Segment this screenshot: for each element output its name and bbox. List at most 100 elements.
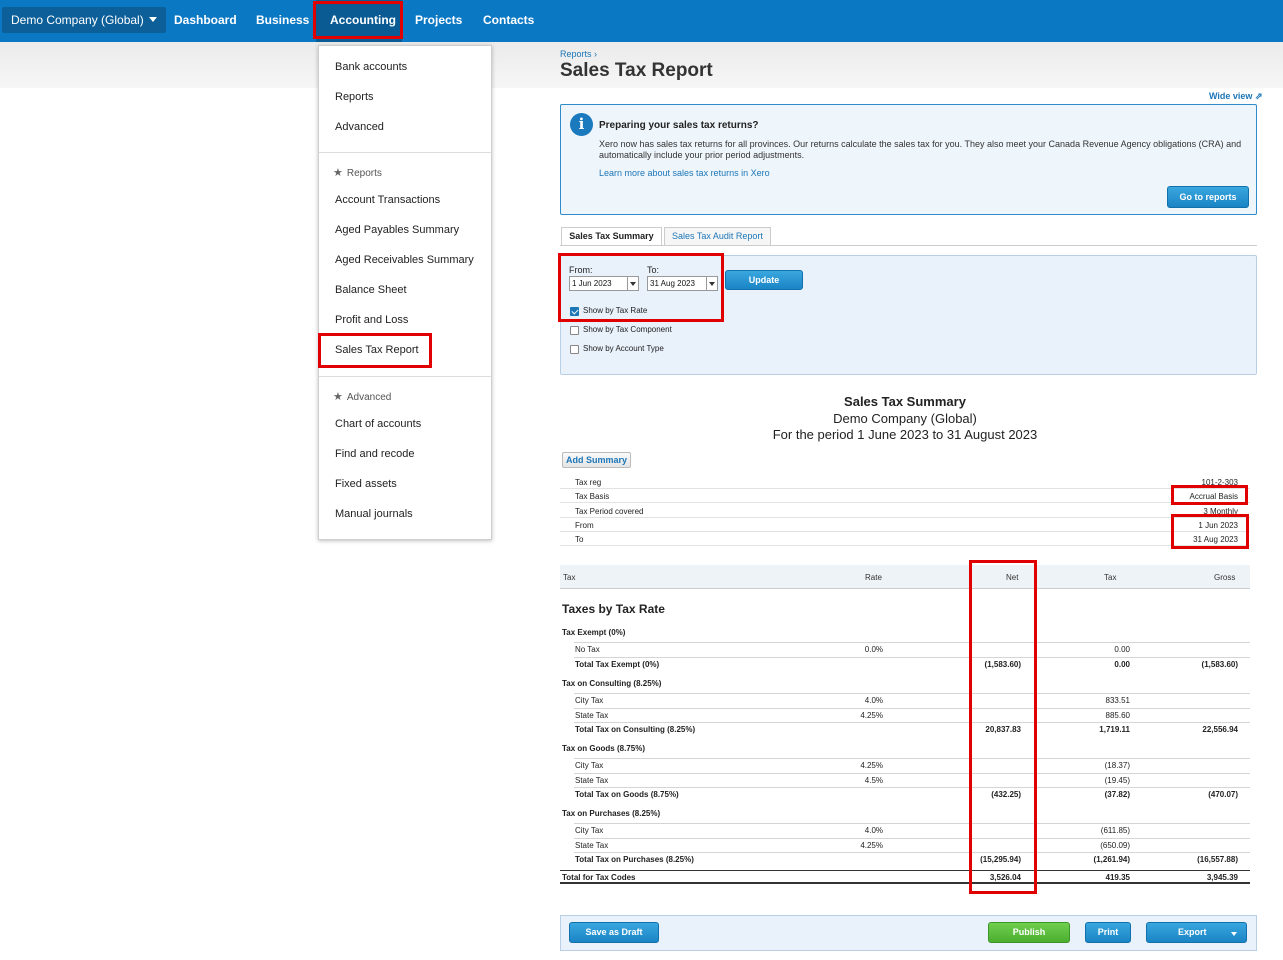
show-by-account-type-label: Show by Account Type (583, 344, 664, 353)
top-nav: Demo Company (Global) Dashboard Business… (0, 0, 1283, 42)
menu-item-reports[interactable]: Reports (335, 91, 374, 103)
info-title: Preparing your sales tax returns? (599, 120, 759, 131)
row-tax: (37.82) (1104, 790, 1130, 799)
menu-item-balance-sheet[interactable]: Balance Sheet (335, 284, 407, 296)
meta-row-from: From 1 Jun 2023 (560, 518, 1250, 532)
menu-item-chart-of-accounts[interactable]: Chart of accounts (335, 418, 422, 430)
breadcrumb[interactable]: Reports › (560, 49, 598, 59)
action-bar: Save as Draft Publish Print Export (560, 915, 1257, 951)
update-button[interactable]: Update (725, 270, 803, 290)
table-row: No Tax 0.0% 0.00 (560, 642, 1250, 656)
meta-row-to: To 31 Aug 2023 (560, 532, 1250, 546)
to-date-value: 31 Aug 2023 (650, 279, 695, 288)
row-label: City Tax (575, 761, 604, 770)
nav-business[interactable]: Business (256, 13, 310, 27)
menu-item-aged-receivables[interactable]: Aged Receivables Summary (335, 254, 474, 266)
chevron-down-icon (627, 277, 638, 290)
meta-key: Tax reg (575, 478, 602, 487)
row-net: (15,295.94) (980, 855, 1021, 864)
tab-sales-tax-summary[interactable]: Sales Tax Summary (561, 227, 662, 246)
meta-value: Accrual Basis (1189, 492, 1238, 501)
row-tax: 0.00 (1114, 659, 1130, 669)
show-by-tax-component-checkbox[interactable] (570, 326, 579, 335)
publish-button[interactable]: Publish (988, 922, 1070, 943)
meta-key: Tax Basis (575, 492, 610, 501)
row-tax: (1,261.94) (1093, 855, 1130, 864)
company-name: Demo Company (Global) (11, 13, 144, 27)
row-rate: 0.0% (864, 645, 883, 654)
row-tax: 0.00 (1114, 645, 1130, 654)
menu-item-manual-journals[interactable]: Manual journals (335, 508, 413, 520)
nav-projects[interactable]: Projects (415, 13, 463, 27)
report-period: For the period 1 June 2023 to 31 August … (772, 427, 1038, 442)
learn-more-link[interactable]: Learn more about sales tax returns in Xe… (599, 168, 770, 178)
row-divider (574, 823, 1250, 824)
row-tax: (19.45) (1104, 775, 1130, 785)
tax-group-title: Tax on Goods (8.75%) (562, 744, 645, 753)
nav-accounting[interactable]: Accounting (330, 13, 396, 27)
table-total-row: Total Tax on Goods (8.75%) (432.25) (37.82… (560, 787, 1250, 801)
tax-group-title: Tax on Consulting (8.25%) (562, 679, 662, 688)
filter-panel: From: 1 Jun 2023 To: 31 Aug 2023 Update … (560, 255, 1257, 375)
table-row: City Tax 4.0% (611.85) (560, 823, 1250, 837)
table-total-row: Total Tax Exempt (0%) (1,583.60) 0.00 (1,58… (560, 656, 1250, 671)
menu-item-advanced[interactable]: Advanced (335, 121, 384, 133)
show-by-account-type-checkbox[interactable] (570, 345, 579, 354)
table-row: City Tax 4.25% (18.37) (560, 758, 1250, 772)
menu-header-reports: Reports (346, 168, 382, 179)
chevron-down-icon (706, 277, 717, 290)
row-rate: 4.0% (864, 696, 883, 705)
add-summary-button[interactable]: Add Summary (562, 452, 631, 468)
nav-dashboard[interactable]: Dashboard (174, 13, 237, 27)
highlight-box-dates (1171, 514, 1249, 549)
row-divider (574, 852, 1250, 853)
from-date-select[interactable]: 1 Jun 2023 (569, 276, 639, 291)
meta-value: 101-2-303 (1201, 478, 1238, 487)
go-to-reports-button[interactable]: Go to reports (1167, 186, 1249, 208)
row-rate: 4.25% (860, 840, 883, 850)
tab-divider (560, 245, 1257, 246)
company-switcher-button[interactable]: Demo Company (Global) (2, 7, 166, 33)
export-label: Export (1178, 927, 1207, 937)
table-row: State Tax 4.25% 885.60 (560, 707, 1250, 722)
row-rate: 4.5% (864, 775, 883, 785)
to-date-select[interactable]: 31 Aug 2023 (647, 276, 718, 291)
row-label: Total Tax Exempt (0%) (575, 659, 660, 669)
wide-view-link[interactable]: Wide view ⇗ (1209, 91, 1263, 102)
menu-item-account-transactions[interactable]: Account Transactions (335, 194, 441, 206)
chevron-down-icon (1231, 932, 1237, 936)
info-icon: i (570, 113, 593, 136)
export-button[interactable]: Export (1146, 922, 1247, 943)
grand-total-row: Total for Tax Codes 3,526.04 419.35 3,94… (560, 870, 1250, 884)
menu-item-find-and-recode[interactable]: Find and recode (335, 448, 415, 460)
menu-item-bank-accounts[interactable]: Bank accounts (335, 61, 408, 73)
to-label: To: (647, 265, 660, 275)
table-row: State Tax 4.25% (650.09) (560, 837, 1250, 852)
row-tax: 885.60 (1105, 710, 1130, 720)
show-by-tax-rate-checkbox[interactable] (570, 307, 579, 316)
meta-row-tax-period: Tax Period covered 3 Monthly (560, 504, 1250, 518)
menu-item-sales-tax-report[interactable]: Sales Tax Report (335, 344, 419, 356)
row-net: (1,583.60) (984, 659, 1021, 669)
grand-total-gross: 3,945.39 (1206, 873, 1238, 882)
row-divider (574, 693, 1250, 694)
menu-item-profit-and-loss[interactable]: Profit and Loss (335, 314, 409, 326)
menu-item-aged-payables[interactable]: Aged Payables Summary (335, 224, 460, 236)
meta-key: From (575, 521, 594, 530)
grand-total-label: Total for Tax Codes (562, 873, 636, 882)
tab-sales-tax-audit-report[interactable]: Sales Tax Audit Report (664, 227, 771, 245)
table-total-row: Total Tax on Consulting (8.25%) 20,837.83… (560, 722, 1250, 736)
menu-item-fixed-assets[interactable]: Fixed assets (335, 478, 397, 490)
nav-contacts[interactable]: Contacts (483, 13, 535, 27)
tax-group-title: Tax Exempt (0%) (562, 628, 626, 637)
page-header-band (0, 42, 1283, 88)
meta-row-tax-reg: Tax reg 101-2-303 (560, 475, 1250, 489)
save-as-draft-button[interactable]: Save as Draft (569, 922, 659, 943)
from-date-value: 1 Jun 2023 (572, 279, 612, 288)
external-link-icon: ⇗ (1254, 91, 1263, 101)
meta-key: To (575, 535, 584, 544)
row-divider (574, 787, 1250, 788)
print-button[interactable]: Print (1085, 922, 1131, 943)
highlight-box-sales-tax-report (318, 333, 432, 368)
row-gross: (16,557.88) (1197, 855, 1238, 864)
